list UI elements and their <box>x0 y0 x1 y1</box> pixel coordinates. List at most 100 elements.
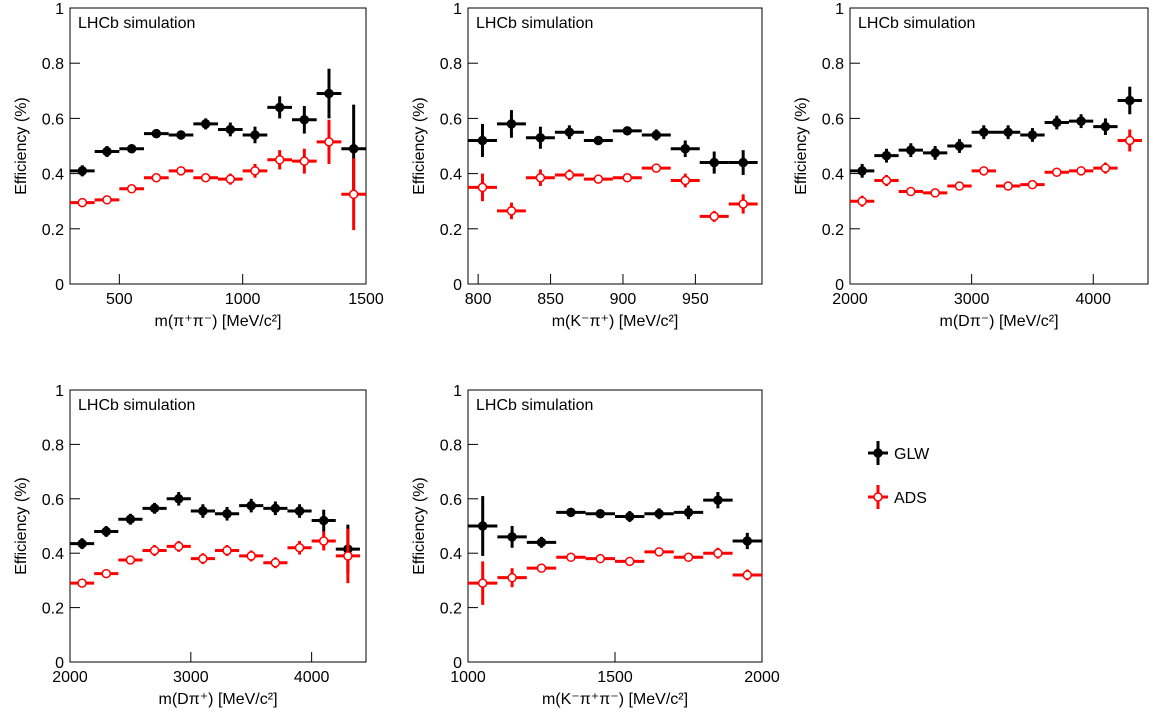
marker <box>738 199 748 209</box>
marker <box>654 547 664 557</box>
marker <box>954 141 965 151</box>
y-tick-label: 0.4 <box>42 546 64 563</box>
marker <box>906 145 916 155</box>
y-tick-label: 0 <box>453 277 462 294</box>
marker <box>348 144 359 154</box>
y-axis-label: Efficiency (%) <box>411 477 428 575</box>
marker <box>1125 135 1135 146</box>
marker <box>299 156 310 166</box>
y-tick-label: 0.2 <box>822 222 844 239</box>
marker <box>477 578 488 588</box>
marker <box>651 130 662 140</box>
marker <box>149 503 160 514</box>
y-tick-label: 0.4 <box>440 167 462 184</box>
marker <box>906 186 916 197</box>
marker <box>222 545 232 556</box>
marker <box>225 124 236 135</box>
x-tick-label: 1500 <box>348 291 384 308</box>
marker <box>176 166 186 176</box>
marker <box>126 144 137 154</box>
marker <box>624 556 635 567</box>
marker <box>299 115 310 125</box>
marker <box>930 148 940 158</box>
marker <box>622 172 633 183</box>
marker <box>294 506 305 516</box>
marker <box>564 170 575 180</box>
x-tick-label: 800 <box>465 291 492 308</box>
legend-label: GLW <box>894 446 930 463</box>
y-axis-label: Efficiency (%) <box>13 477 30 575</box>
y-tick-label: 0.6 <box>42 111 64 128</box>
marker <box>709 211 719 222</box>
marker <box>535 132 546 143</box>
marker <box>535 172 546 183</box>
x-tick-label: 1000 <box>450 669 486 686</box>
marker <box>102 146 112 157</box>
marker <box>477 135 488 146</box>
x-axis-label: m(Dπ⁺) [MeV/c²] <box>158 691 277 708</box>
y-tick-label: 0.8 <box>42 56 64 73</box>
panel: 0 0.2 0.4 0.6 0.8 1 1000 1500 2000 m(K⁻π⁺π⁻) [MeV… <box>411 383 780 708</box>
marker <box>566 552 576 563</box>
marker <box>173 541 184 552</box>
x-axis-label: m(K⁻π⁺) [MeV/c²] <box>552 313 679 330</box>
annotation: LHCb simulation <box>476 15 593 32</box>
marker <box>683 552 694 563</box>
y-tick-label: 1 <box>55 383 64 400</box>
marker <box>857 166 867 176</box>
marker <box>680 144 690 154</box>
marker <box>274 102 285 113</box>
y-tick-label: 0.6 <box>440 111 462 128</box>
x-tick-label: 1500 <box>597 669 633 686</box>
x-tick-label: 3000 <box>954 291 990 308</box>
marker <box>477 521 488 531</box>
marker <box>222 509 232 519</box>
y-tick-label: 0.6 <box>440 492 462 509</box>
marker <box>506 206 517 216</box>
marker <box>200 172 211 183</box>
marker <box>176 130 186 140</box>
annotation: LHCb simulation <box>476 397 593 414</box>
plot-frame <box>849 7 1149 285</box>
marker <box>198 506 208 516</box>
marker <box>536 563 547 573</box>
marker <box>318 536 329 546</box>
marker <box>294 543 305 553</box>
marker <box>654 509 664 519</box>
marker <box>506 119 517 129</box>
marker <box>507 532 517 542</box>
marker <box>151 172 162 183</box>
marker <box>151 128 162 139</box>
marker <box>881 150 892 161</box>
y-tick-label: 1 <box>453 1 462 18</box>
y-tick-label: 0.4 <box>822 167 844 184</box>
marker <box>101 526 111 537</box>
marker <box>348 189 359 200</box>
marker <box>742 570 753 580</box>
marker <box>324 137 334 147</box>
marker <box>536 537 547 548</box>
marker <box>1076 116 1086 126</box>
marker <box>566 507 576 518</box>
marker <box>149 545 160 556</box>
x-axis-label: m(π⁺π⁻) [MeV/c²] <box>155 313 282 330</box>
y-axis-label: Efficiency (%) <box>411 97 428 195</box>
marker <box>979 166 989 176</box>
marker <box>77 578 87 588</box>
annotation: LHCb simulation <box>858 15 975 32</box>
x-tick-label: 900 <box>610 291 637 308</box>
panel: 0 0.2 0.4 0.6 0.8 1 2000 3000 4000 m(Dπ⁺) [MeV/c²… <box>13 383 367 708</box>
marker <box>742 536 753 546</box>
marker <box>1027 179 1038 190</box>
y-tick-label: 0.2 <box>440 601 462 618</box>
x-tick-label: 950 <box>682 291 709 308</box>
marker <box>709 157 719 168</box>
marker <box>564 127 575 137</box>
marker <box>979 127 989 137</box>
marker <box>343 551 353 561</box>
x-tick-label: 4000 <box>294 669 330 686</box>
y-axis-label: Efficiency (%) <box>13 97 30 195</box>
legend-marker <box>873 448 883 458</box>
